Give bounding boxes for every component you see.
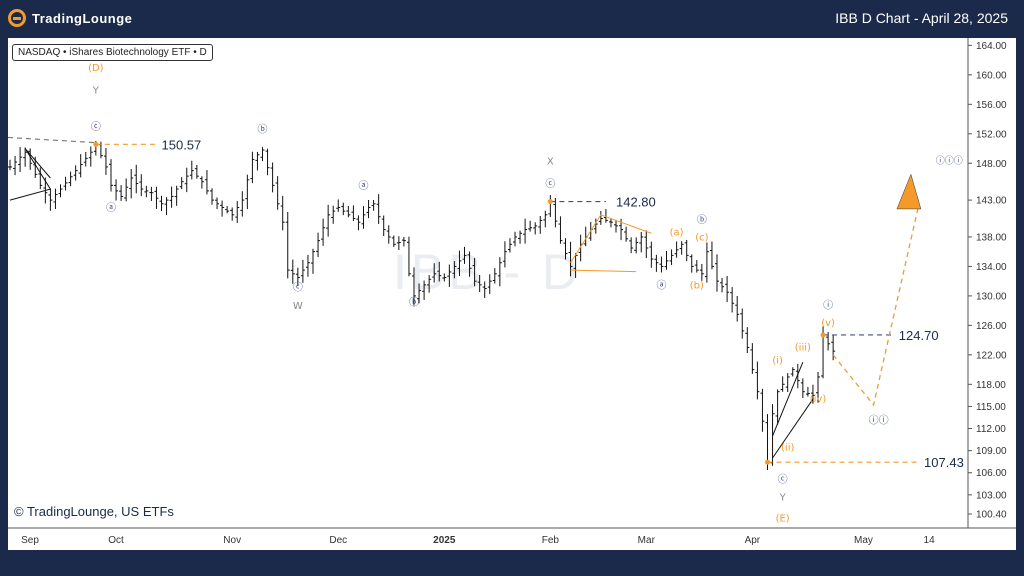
y-tick-label: 152.00 — [976, 129, 1007, 140]
wave-label: ⓒ — [91, 121, 101, 133]
x-tick-label: Feb — [542, 535, 560, 546]
wave-label: ⓘⓘⓘ — [936, 155, 963, 166]
wave-label: (i) — [772, 356, 783, 367]
x-tick-label: 2025 — [433, 535, 456, 546]
y-tick-label: 164.00 — [976, 41, 1007, 52]
y-tick-label: 143.00 — [976, 196, 1007, 207]
logo-icon — [8, 9, 26, 27]
wave-label: (iii) — [795, 342, 811, 353]
symbol-label[interactable]: NASDAQ • iShares Biotechnology ETF • D — [12, 44, 213, 61]
y-tick-label: 115.00 — [976, 402, 1006, 413]
wave-label: ⓑ — [697, 214, 707, 226]
gray-dashed-line — [8, 136, 96, 144]
wave-label: ⓒ — [545, 178, 555, 190]
brand-logo[interactable]: TradingLounge — [8, 9, 132, 27]
x-tick-label: May — [854, 535, 873, 546]
y-tick-label: 156.00 — [976, 100, 1007, 111]
wedge-line-lower — [772, 398, 814, 459]
wave-label: (iv) — [810, 394, 827, 405]
wave-label: (b) — [690, 281, 704, 292]
wave-label: ⓐ — [106, 202, 116, 214]
level-marker-dot — [820, 332, 826, 338]
y-tick-label: 134.00 — [976, 262, 1007, 273]
wave-label: (v) — [821, 318, 835, 329]
bottom-bar — [0, 550, 1024, 576]
y-tick-label: 148.00 — [976, 159, 1007, 170]
top-bar: TradingLounge IBB D Chart - April 28, 20… — [0, 0, 1024, 38]
x-tick-label: Mar — [638, 535, 656, 546]
wave-label: (c) — [695, 233, 708, 244]
chart-area[interactable]: IBB - D 164.00 160.00 156.00 152.00 148.00 14… — [8, 38, 1016, 550]
x-tick-label: Dec — [329, 535, 347, 546]
y-tick-label: 118.00 — [976, 380, 1006, 391]
wave-label: (ii) — [781, 443, 794, 454]
wave-label: ⓐ — [359, 180, 369, 192]
level-marker-dot — [93, 141, 99, 147]
price-level-label: 107.43 — [924, 455, 964, 470]
y-tick-label: 103.00 — [976, 490, 1007, 501]
wave-label: ⓒ — [778, 473, 788, 485]
wave-label: ⓒ — [293, 282, 303, 294]
x-tick-label: Sep — [21, 535, 39, 546]
wave-label: W — [293, 301, 303, 312]
y-tick-label: 138.00 — [976, 232, 1007, 243]
level-marker-dot — [765, 459, 770, 465]
x-tick-label: Apr — [745, 535, 761, 546]
wave-label: ⓑ — [258, 123, 268, 135]
triangle-pattern-upper — [570, 214, 652, 264]
y-tick-label: 130.00 — [976, 291, 1007, 302]
brand-name: TradingLounge — [32, 10, 133, 26]
chart-title: IBB D Chart - April 28, 2025 — [835, 10, 1008, 26]
projection-path — [832, 203, 920, 407]
y-tick-label: 100.40 — [976, 510, 1007, 521]
wave-label: ⓐ — [656, 280, 666, 292]
y-tick-label: 122.00 — [976, 350, 1007, 361]
y-tick-label: 106.00 — [976, 468, 1007, 479]
price-level-label: 124.70 — [899, 328, 939, 343]
x-tick-label: Nov — [223, 535, 241, 546]
wave-label: ⓘⓘ — [869, 414, 889, 426]
wave-label: (a) — [670, 227, 684, 238]
y-tick-label: 112.00 — [976, 424, 1006, 435]
wedge-line-upper — [772, 362, 804, 437]
wave-label: X — [547, 157, 554, 168]
x-tick-label: Oct — [108, 535, 124, 546]
wave-label: ⓘ — [823, 299, 833, 311]
price-level-label: 150.57 — [162, 137, 202, 152]
level-marker-dot — [547, 199, 553, 205]
wave-label: (E) — [776, 513, 790, 524]
wave-label: Y — [779, 493, 787, 504]
x-tick-label: 14 — [924, 535, 936, 546]
triangle-pattern-lower — [570, 269, 637, 273]
target-arrow — [896, 173, 922, 210]
wave-label: Y — [92, 85, 100, 96]
y-tick-label: 126.00 — [976, 321, 1007, 332]
wave-label: ⓑ — [409, 296, 419, 308]
price-level-label: 142.80 — [616, 195, 656, 210]
copyright-text: © TradingLounge, US ETFs — [14, 504, 174, 519]
y-tick-label: 160.00 — [976, 70, 1007, 81]
price-chart[interactable]: 164.00 160.00 156.00 152.00 148.00 143.00 138.… — [8, 38, 1016, 550]
y-tick-label: 109.00 — [976, 446, 1007, 457]
wave-label: (D) — [88, 63, 104, 74]
triangle-pattern-left — [9, 148, 52, 201]
